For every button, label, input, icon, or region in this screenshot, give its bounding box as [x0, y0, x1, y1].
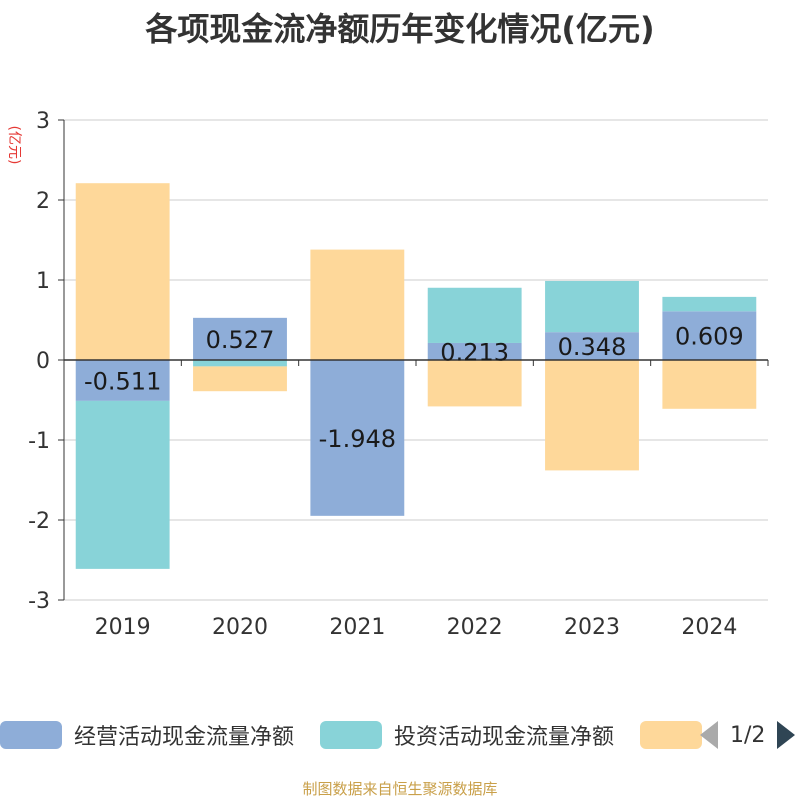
bar-2023-series-2 — [545, 360, 639, 471]
bar-2024-series-0 — [662, 311, 757, 360]
y-tick-label: 2 — [36, 189, 50, 214]
bar-2022-series-0 — [427, 342, 522, 360]
legend: 经营活动现金流量净额 投资活动现金流量净额 1/2 — [0, 716, 800, 754]
bar-2019-series-1 — [75, 400, 170, 569]
x-tick-label-2022: 2022 — [447, 615, 503, 640]
legend-prev-page-icon[interactable] — [700, 721, 718, 749]
bar-2019-series-0 — [75, 360, 170, 401]
x-tick-label-2020: 2020 — [212, 615, 268, 640]
legend-swatch-financing — [640, 721, 702, 749]
chart-title: 各项现金流净额历年变化情况(亿元) — [145, 10, 655, 48]
x-tick-label-2023: 2023 — [564, 615, 620, 640]
data-label-2023: 0.348 — [558, 333, 627, 361]
grid-lines — [64, 119, 768, 601]
x-tick-label-2024: 2024 — [681, 615, 737, 640]
y-axis-label: (亿元) — [6, 126, 22, 165]
legend-page-indicator: 1/2 — [730, 722, 766, 748]
y-tick-label: -2 — [28, 509, 50, 534]
bar-2024-series-1 — [662, 296, 757, 312]
bar-2022-series-1 — [427, 287, 522, 343]
data-labels: -0.511 0.527 -1.948 0.213 0.348 0.609 — [84, 323, 744, 453]
data-label-2020: 0.527 — [206, 326, 275, 354]
source-footer: 制图数据来自恒生聚源数据库 — [302, 780, 498, 798]
axes: 3 2 1 0 -1 -2 -3 2019 2020 2021 2022 2023 2024 — [28, 109, 769, 640]
bar-2020-series-1 — [193, 360, 287, 367]
data-label-2021: -1.948 — [319, 425, 396, 453]
legend-item-financing[interactable] — [640, 716, 702, 754]
legend-next-page-icon[interactable] — [777, 721, 796, 749]
x-tick-label-2021: 2021 — [329, 615, 385, 640]
cash-flow-chart: 3 2 1 0 -1 -2 -3 2019 2020 2021 2022 2023 2024 -0.51… — [6, 109, 769, 640]
bar-2020-series-2 — [193, 366, 287, 392]
bar-2024-series-2 — [662, 360, 757, 409]
y-tick-label: 0 — [36, 349, 50, 374]
legend-swatch-operating — [0, 721, 62, 749]
bar-2022-series-2 — [427, 360, 522, 407]
legend-label-operating: 经营活动现金流量净额 — [74, 725, 295, 750]
legend-item-investing[interactable]: 投资活动现金流量净额 — [320, 716, 614, 754]
bar-2023-series-0 — [545, 332, 639, 360]
y-tick-label: 1 — [36, 269, 50, 294]
bar-2020-series-0 — [193, 317, 287, 360]
bar-2021-series-0 — [310, 360, 405, 516]
x-tick-label-2019: 2019 — [95, 615, 151, 640]
y-tick-label: -3 — [28, 589, 50, 614]
legend-item-operating[interactable]: 经营活动现金流量净额 — [0, 716, 294, 754]
bars — [75, 183, 757, 569]
y-tick-label: -1 — [28, 429, 50, 454]
bar-2023-series-1 — [545, 280, 639, 333]
legend-swatch-investing — [320, 721, 382, 749]
data-label-2024: 0.609 — [675, 323, 744, 351]
legend-pager: 1/2 — [700, 716, 796, 754]
data-label-2019: -0.511 — [84, 367, 161, 395]
data-label-2022: 0.213 — [440, 338, 509, 366]
y-tick-label: 3 — [36, 109, 50, 134]
bar-2019-series-2 — [75, 183, 170, 360]
bar-2021-series-2 — [310, 249, 405, 360]
legend-label-investing: 投资活动现金流量净额 — [394, 725, 615, 750]
